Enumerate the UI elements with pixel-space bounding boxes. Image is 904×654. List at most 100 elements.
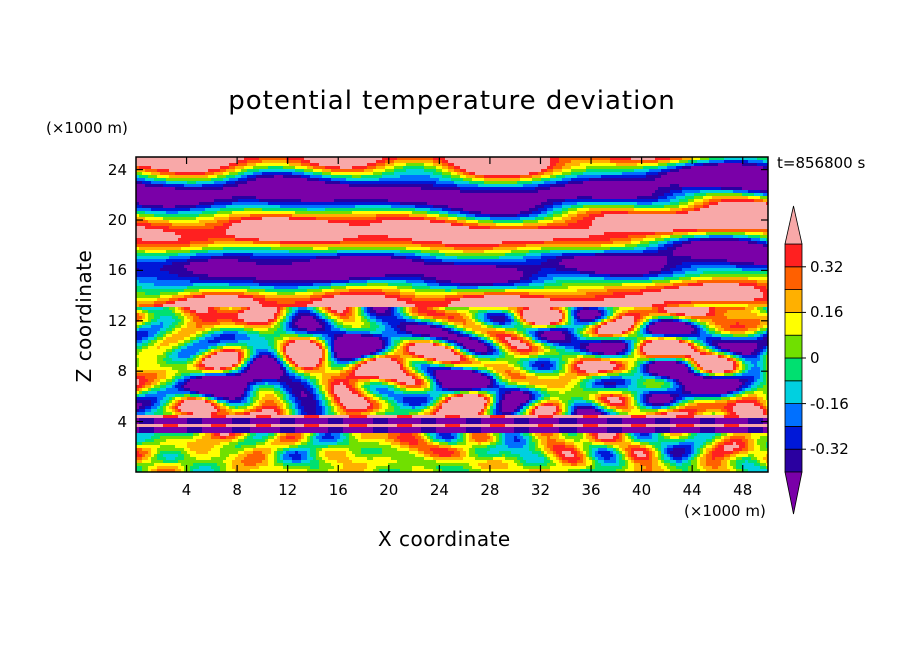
heatmap-cell [166,169,169,172]
heatmap-cell [175,172,178,175]
heatmap-cell [157,166,160,169]
heatmap-cell [601,178,604,181]
heatmap-cell [424,175,427,178]
heatmap-cell [256,160,259,163]
heatmap-cell [451,175,454,178]
heatmap-cell [334,172,337,175]
heatmap-cell [139,163,142,166]
heatmap-cell [331,181,334,184]
heatmap-cell [547,172,550,175]
heatmap-cell [151,163,154,166]
heatmap-cell [232,163,235,166]
heatmap-cell [565,160,568,163]
heatmap-cell [313,175,316,178]
heatmap-cell [217,160,220,163]
heatmap-cell [505,181,508,184]
heatmap-cell [379,172,382,175]
heatmap-cell [274,166,277,169]
heatmap-cell [160,172,163,175]
heatmap-cell [145,169,148,172]
heatmap-cell [424,181,427,184]
heatmap-cell [520,163,523,166]
heatmap-cell [148,178,151,181]
heatmap-cell [373,172,376,175]
heatmap-cell [466,172,469,175]
heatmap-cell [370,160,373,163]
heatmap-cell [379,175,382,178]
heatmap-cell [214,175,217,178]
heatmap-cell [214,166,217,169]
heatmap-cell [244,172,247,175]
heatmap-cell [475,175,478,178]
heatmap-cell [319,178,322,181]
heatmap-cell [487,178,490,181]
heatmap-cell [304,181,307,184]
heatmap-cell [685,169,688,172]
heatmap-cell [577,178,580,181]
heatmap-cell [691,166,694,169]
heatmap-cell [640,178,643,181]
heatmap-cell [151,160,154,163]
heatmap-cell [592,163,595,166]
heatmap-cell [277,178,280,181]
heatmap-cell [610,163,613,166]
heatmap-cell [367,160,370,163]
heatmap-cell [301,163,304,166]
heatmap-cell [166,181,169,184]
heatmap-cell [589,169,592,172]
heatmap-cell [616,169,619,172]
heatmap-cell [472,160,475,163]
heatmap-cell [634,169,637,172]
heatmap-cell [469,166,472,169]
heatmap-cell [226,181,229,184]
heatmap-cell [544,160,547,163]
heatmap-cell [226,163,229,166]
heatmap-cell [496,163,499,166]
heatmap-cell [559,169,562,172]
heatmap-cell [367,169,370,172]
heatmap-cell [586,169,589,172]
heatmap-cell [235,169,238,172]
heatmap-cell [391,160,394,163]
heatmap-cell [445,175,448,178]
heatmap-cell [622,160,625,163]
heatmap-cell [685,178,688,181]
heatmap-cell [334,175,337,178]
heatmap-cell [673,166,676,169]
heatmap-cell [448,181,451,184]
heatmap-cell [544,178,547,181]
heatmap-cell [190,175,193,178]
heatmap-cell [724,166,727,169]
heatmap-cell [343,178,346,181]
heatmap-cell [595,169,598,172]
heatmap-cell [610,172,613,175]
heatmap-cell [586,163,589,166]
heatmap-cell [646,163,649,166]
heatmap-cell [721,178,724,181]
heatmap-cell [145,178,148,181]
heatmap-cell [382,169,385,172]
heatmap-cell [445,163,448,166]
heatmap-cell [628,181,631,184]
heatmap-cell [562,178,565,181]
heatmap-cell [694,166,697,169]
heatmap-cell [514,163,517,166]
heatmap-cell [721,160,724,163]
heatmap-cell [499,163,502,166]
heatmap-cell [304,178,307,181]
heatmap-cell [403,163,406,166]
heatmap-cell [220,172,223,175]
heatmap-cell [469,169,472,172]
heatmap-cell [349,166,352,169]
heatmap-cell [727,169,730,172]
heatmap-cell [625,166,628,169]
heatmap-cell [553,166,556,169]
heatmap-cell [373,181,376,184]
heatmap-cell [670,178,673,181]
heatmap-cell [340,175,343,178]
heatmap-cell [307,160,310,163]
heatmap-cell [142,160,145,163]
heatmap-cell [493,163,496,166]
heatmap-cell [394,175,397,178]
heatmap-cell [226,169,229,172]
